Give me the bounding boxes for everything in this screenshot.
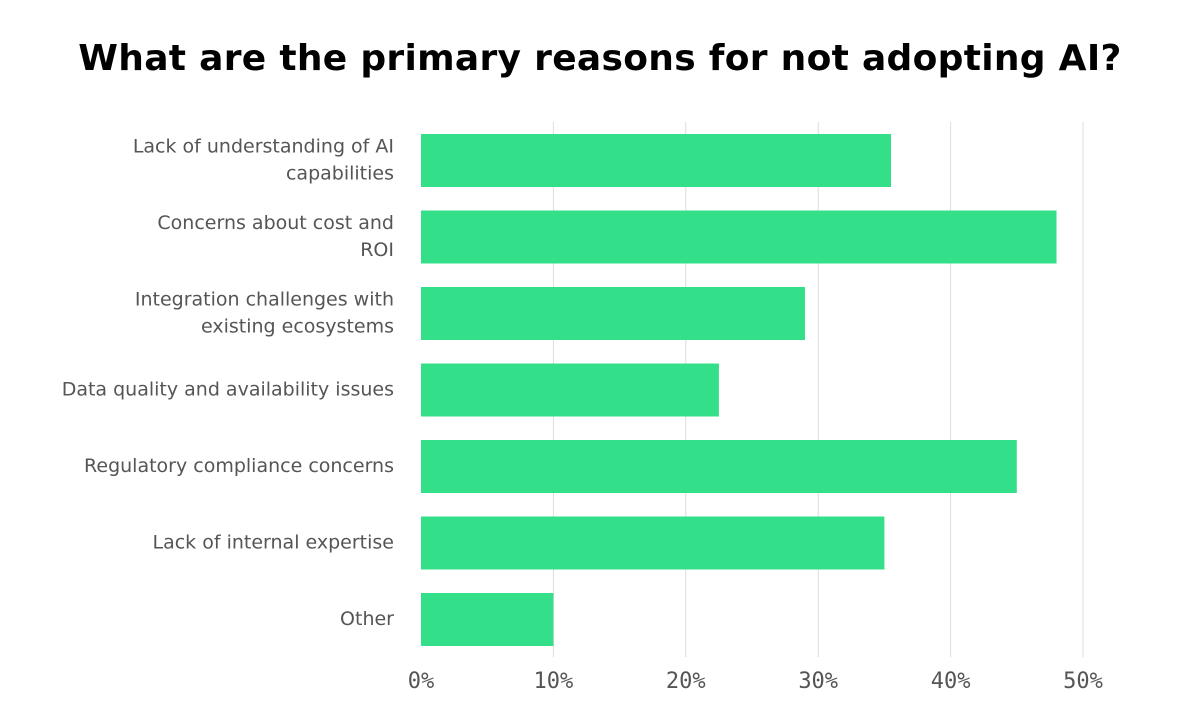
category-label: Concerns about cost and ROI xyxy=(157,212,394,261)
category-label-line: ROI xyxy=(360,239,394,261)
x-tick-label: 30% xyxy=(798,669,838,694)
category-label-line: Concerns about cost and xyxy=(157,212,394,234)
x-tick-label: 40% xyxy=(931,669,971,694)
category-label-line: Lack of internal expertise xyxy=(153,532,395,554)
category-label-line: capabilities xyxy=(286,163,394,185)
x-tick-label: 50% xyxy=(1063,669,1103,694)
x-tick-label: 20% xyxy=(666,669,706,694)
chart-title: What are the primary reasons for not ado… xyxy=(78,38,1122,79)
bar xyxy=(421,516,885,570)
category-label: Lack of internal expertise xyxy=(153,532,395,554)
bar xyxy=(421,593,554,646)
category-label-line: Data quality and availability issues xyxy=(62,379,394,401)
category-label: Lack of understanding of AI capabilities xyxy=(133,136,394,185)
bar xyxy=(421,287,805,340)
category-label-line: Integration challenges with xyxy=(135,289,394,311)
category-label-line: Lack of understanding of AI xyxy=(133,136,394,158)
category-label-line: Other xyxy=(340,608,394,630)
bar xyxy=(421,134,892,187)
bar xyxy=(421,363,719,417)
bar xyxy=(421,440,1017,493)
category-label: Other xyxy=(340,608,394,630)
category-label: Data quality and availability issues xyxy=(62,379,394,401)
category-label-line: Regulatory compliance concerns xyxy=(84,455,394,477)
x-tick-label: 0% xyxy=(408,669,435,694)
x-tick-label: 10% xyxy=(534,669,574,694)
category-label: Integration challenges with existing ecos… xyxy=(135,289,394,338)
bar xyxy=(421,210,1057,264)
category-label-line: existing ecosystems xyxy=(201,316,394,338)
category-label: Regulatory compliance concerns xyxy=(84,455,394,477)
